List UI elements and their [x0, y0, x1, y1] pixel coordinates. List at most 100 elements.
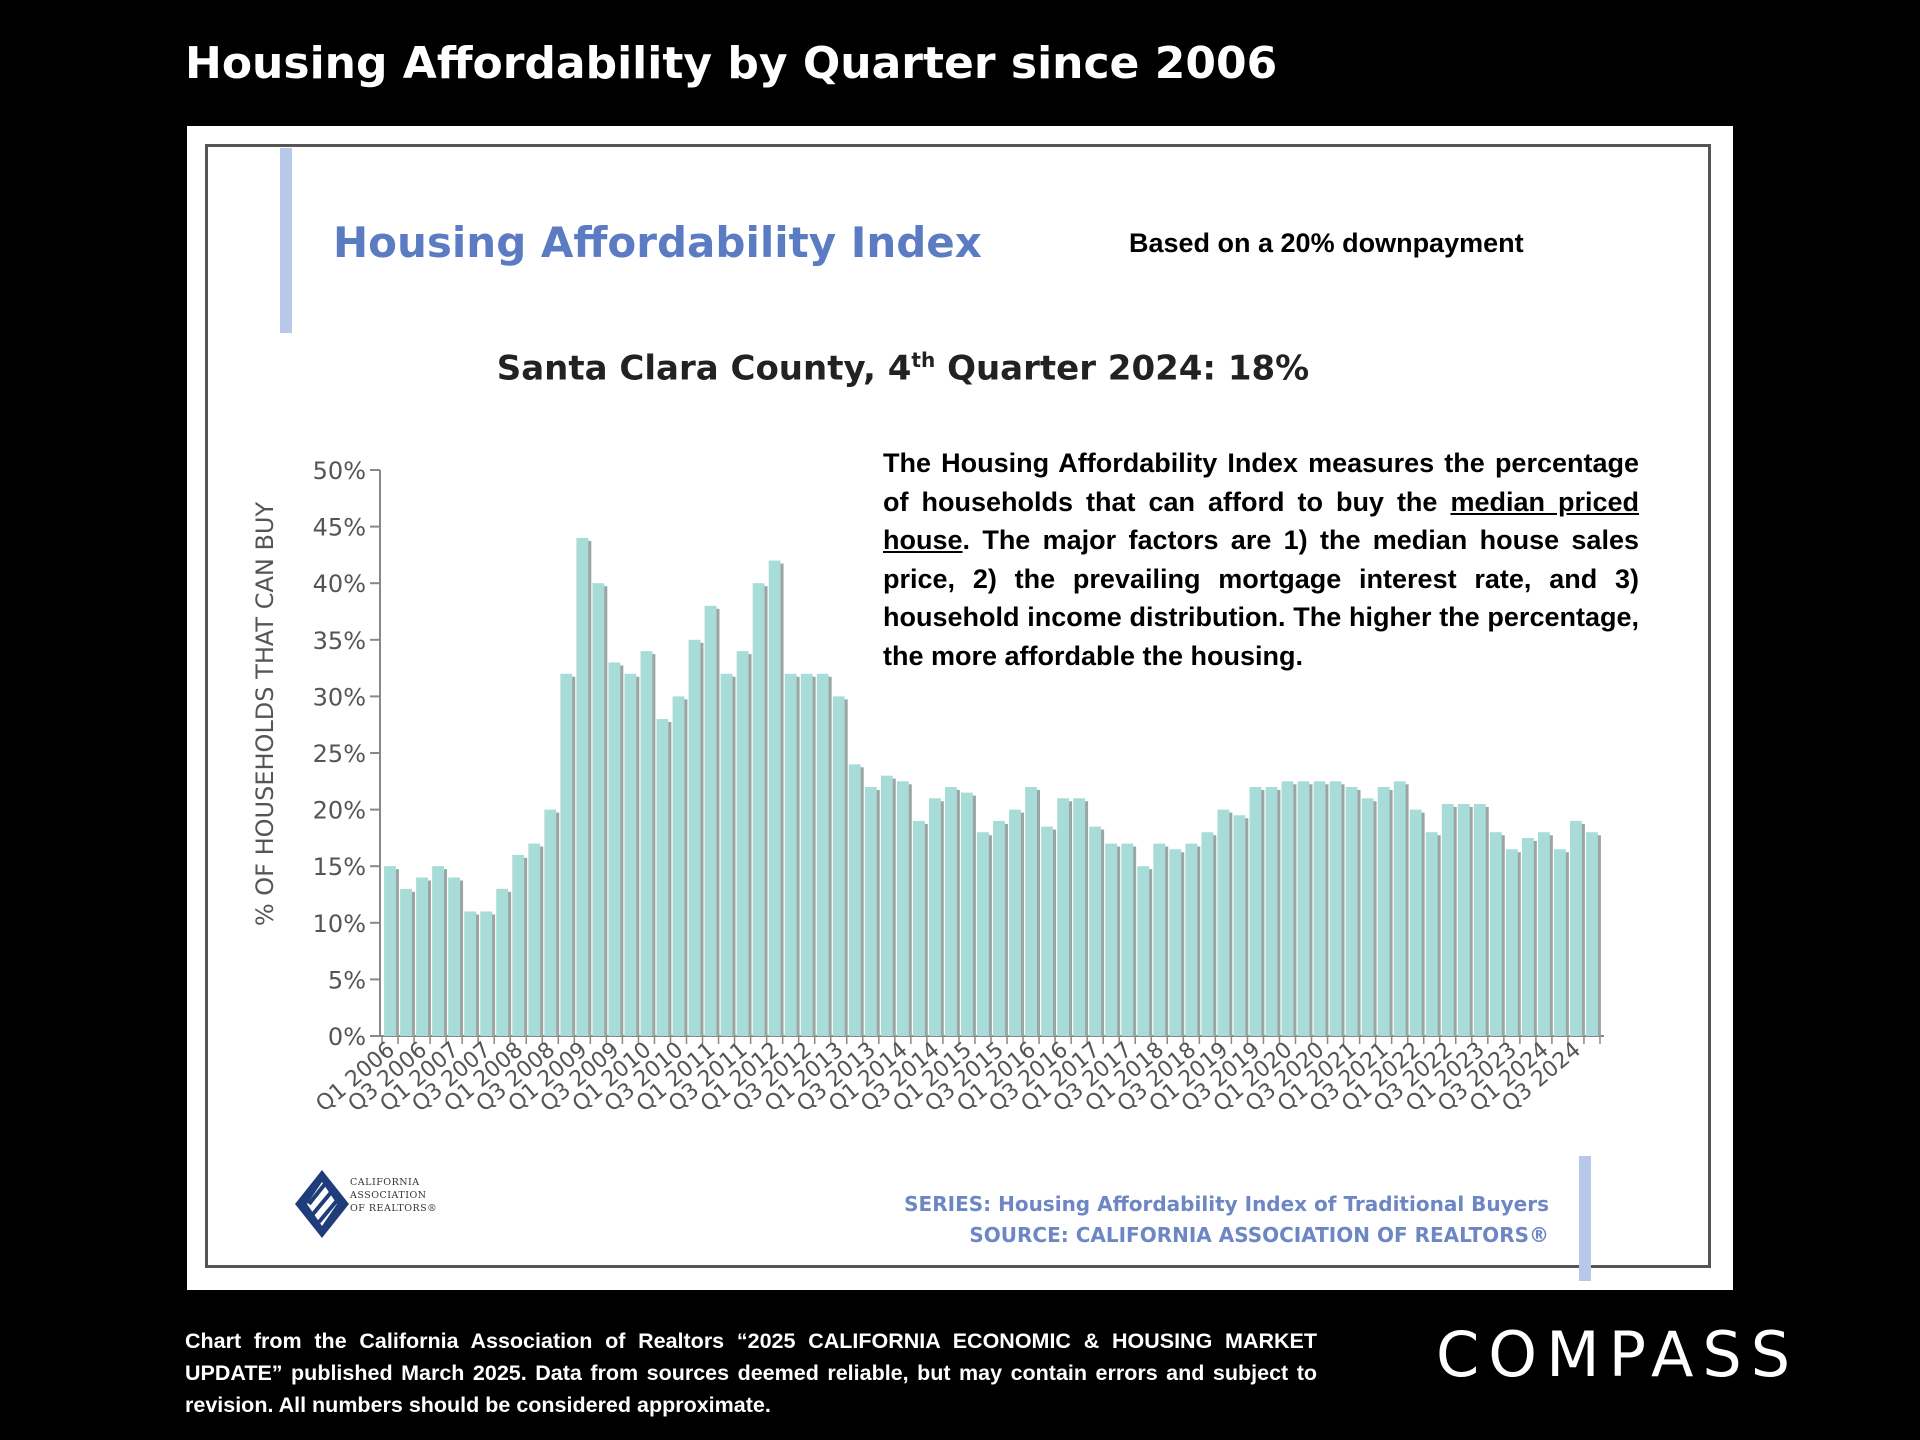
bar: [640, 651, 653, 1036]
bar: [752, 583, 765, 1036]
downpayment-note: Based on a 20% downpayment: [1129, 228, 1524, 258]
bar: [1570, 820, 1582, 1036]
bar: [832, 696, 845, 1036]
subtitle-suffix: Quarter 2024: 18%: [935, 348, 1310, 389]
bar: [1393, 781, 1406, 1036]
y-tick-label: 15%: [313, 853, 366, 881]
bar: [993, 820, 1005, 1036]
bar: [1169, 849, 1182, 1036]
bar: [1265, 786, 1278, 1036]
car-logo-icon: [295, 1170, 349, 1238]
bar: [1217, 809, 1230, 1036]
car-logo-line: CALIFORNIA: [350, 1177, 420, 1188]
series-source-note: SERIES: Housing Affordability Index of T…: [904, 1189, 1549, 1251]
bar: [800, 673, 813, 1036]
bar: [1297, 781, 1310, 1036]
bar: [896, 781, 909, 1036]
bar: [945, 786, 957, 1036]
bar: [912, 820, 925, 1036]
y-tick-label: 0%: [328, 1023, 366, 1051]
bar: [1361, 798, 1374, 1036]
bar: [1089, 826, 1102, 1036]
bar: [512, 854, 525, 1036]
bar: [432, 866, 445, 1036]
bar: [416, 877, 428, 1036]
bar: [592, 583, 605, 1036]
bar: [496, 888, 509, 1036]
bar: [1537, 832, 1550, 1036]
footer-note: Chart from the California Association of…: [185, 1329, 1317, 1417]
description-part1: The Housing Affordability Index measures…: [883, 448, 1639, 517]
bar: [1201, 832, 1214, 1036]
y-tick-label: 35%: [313, 627, 366, 655]
bar: [576, 537, 589, 1036]
bar: [848, 764, 861, 1036]
bar: [1377, 786, 1390, 1036]
bar: [1281, 781, 1294, 1036]
index-title: Housing Affordability Index: [333, 218, 982, 267]
description-part2: . The major factors are 1) the median ho…: [883, 525, 1639, 671]
y-tick-labels: 0% 5% 10% 15% 20% 25% 30% 35% 40% 45% 50%: [313, 457, 380, 1051]
bar: [448, 877, 461, 1036]
bar: [768, 560, 781, 1036]
bar: [464, 911, 477, 1036]
bar: [784, 673, 797, 1036]
bar: [1329, 781, 1342, 1036]
accent-bar-right: [1579, 1156, 1591, 1281]
bar: [864, 786, 877, 1036]
bar: [1441, 803, 1454, 1036]
bar: [1457, 803, 1470, 1036]
slide-title: Housing Affordability by Quarter since 2…: [185, 38, 1278, 89]
bar: [736, 651, 749, 1036]
bar: [1345, 786, 1358, 1036]
bar: [1425, 832, 1438, 1036]
bar: [1009, 809, 1021, 1036]
bar: [624, 673, 637, 1036]
bar: [1073, 798, 1086, 1036]
compass-logo: COMPASS: [1436, 1318, 1800, 1391]
chart-panel: Housing Affordability Index Based on a 2…: [187, 126, 1733, 1290]
car-logo-text: CALIFORNIA ASSOCIATION OF REALTORS®: [350, 1176, 437, 1215]
bar: [384, 866, 396, 1036]
bar: [656, 719, 669, 1036]
y-axis-title: % OF HOUSEHOLDS THAT CAN BUY: [251, 502, 279, 927]
bar: [1473, 803, 1486, 1036]
bar: [1153, 843, 1166, 1036]
series-line: SERIES: Housing Affordability Index of T…: [904, 1192, 1549, 1216]
chart-subtitle: Santa Clara County, 4th Quarter 2024: 18…: [130, 348, 1676, 388]
bar: [1586, 832, 1598, 1036]
affordability-bar-chart: % OF HOUSEHOLDS THAT CAN BUY 0% 5% 10% 15% 2…: [251, 457, 1604, 1117]
bar: [544, 809, 557, 1036]
panel-border: [205, 144, 1711, 1268]
y-tick-label: 50%: [313, 457, 366, 485]
bar: [608, 662, 621, 1036]
bar: [1137, 866, 1150, 1036]
bar: [720, 673, 733, 1036]
description-underlined: median priced house: [883, 486, 1640, 556]
y-tick-label: 30%: [313, 683, 366, 711]
car-logo-line: OF REALTORS®: [350, 1203, 438, 1214]
bar: [1105, 843, 1118, 1036]
y-tick-label: 10%: [313, 910, 366, 938]
index-description: The Housing Affordability Index measures…: [883, 444, 1639, 675]
bar: [928, 798, 941, 1036]
bar: [1505, 849, 1518, 1036]
chart-bars: [384, 537, 1601, 1036]
subtitle-prefix: Santa Clara County, 4: [496, 348, 912, 389]
bar: [1233, 815, 1246, 1036]
bar: [1057, 798, 1070, 1036]
y-tick-label: 40%: [313, 570, 366, 598]
bar: [1041, 826, 1054, 1036]
bar: [528, 843, 541, 1036]
bar: [880, 775, 893, 1036]
bar: [1185, 843, 1198, 1036]
bar: [1489, 832, 1502, 1036]
bar: [560, 673, 573, 1036]
bar: [816, 673, 829, 1036]
bar: [1521, 837, 1534, 1036]
bar: [688, 639, 701, 1036]
y-tick-label: 5%: [328, 966, 366, 994]
bar: [704, 605, 717, 1036]
bar: [1121, 843, 1134, 1036]
